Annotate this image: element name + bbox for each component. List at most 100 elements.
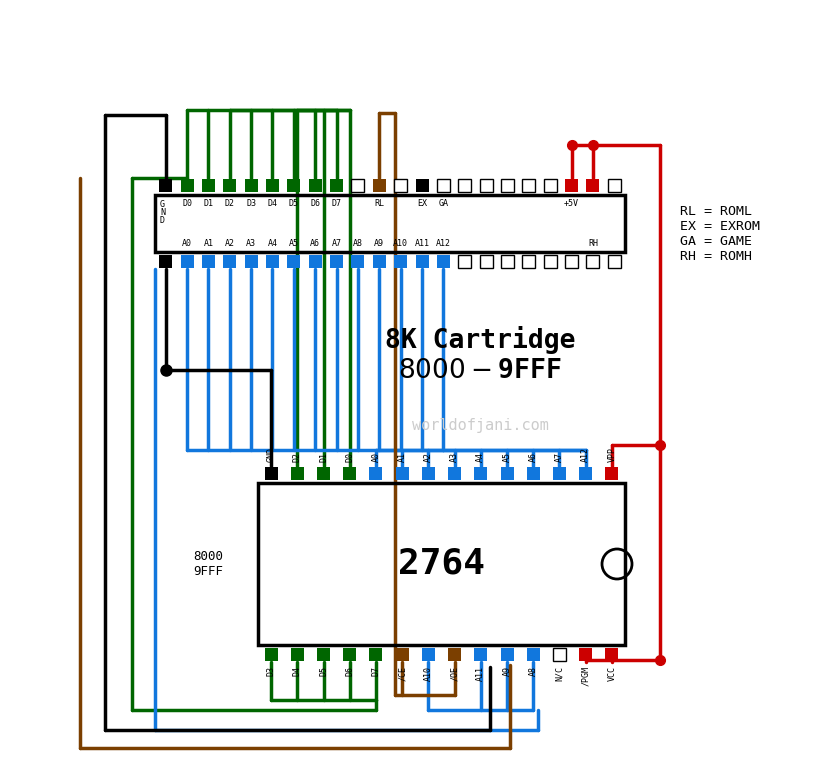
Bar [527,467,540,480]
Bar [608,255,620,268]
Bar [373,255,386,268]
Bar [501,179,514,192]
Bar [458,179,471,192]
Bar [258,483,625,645]
Bar [202,179,215,192]
Text: A10: A10 [393,239,408,248]
Bar [579,648,592,661]
Text: /PGM: /PGM [581,666,590,686]
Bar [266,255,279,268]
Bar [264,467,278,480]
Bar [475,467,487,480]
Text: RL = ROML
EX = EXROM
GA = GAME
RH = ROMH: RL = ROML EX = EXROM GA = GAME RH = ROMH [680,205,760,263]
Bar [448,467,461,480]
Text: A6: A6 [529,452,538,462]
Text: A9: A9 [503,666,511,676]
Text: N/C: N/C [555,666,564,681]
Text: G
N
D: G N D [160,200,165,225]
Text: D5: D5 [289,199,299,208]
Text: A3: A3 [450,452,459,462]
Bar [501,255,514,268]
Text: A6: A6 [310,239,320,248]
Bar [264,648,278,661]
Text: D2: D2 [225,199,235,208]
Text: EX: EX [417,199,427,208]
Bar [480,179,493,192]
Bar [553,467,566,480]
Bar [394,255,407,268]
Text: A9: A9 [374,239,384,248]
Text: A1: A1 [203,239,214,248]
Bar [369,648,383,661]
Bar [155,195,625,252]
Bar [180,179,193,192]
Bar [317,648,330,661]
Text: A7: A7 [332,239,342,248]
Text: D5: D5 [319,666,328,676]
Text: D0: D0 [182,199,192,208]
Bar [586,255,600,268]
Text: A10: A10 [424,666,433,681]
Bar [394,179,407,192]
Text: RL: RL [374,199,384,208]
Text: D1: D1 [203,199,214,208]
Text: D1: D1 [319,452,328,462]
Bar [244,255,258,268]
Text: A8: A8 [529,666,538,676]
Bar [422,648,435,661]
Bar [522,255,535,268]
Bar [586,179,600,192]
Bar [437,179,450,192]
Bar [415,179,429,192]
Text: A1: A1 [398,452,407,462]
Bar [344,467,356,480]
Text: GND: GND [267,447,275,462]
Text: A11: A11 [414,239,430,248]
Bar [369,467,383,480]
Text: 8K Cartridge
$8000-$9FFF: 8K Cartridge $8000-$9FFF [384,326,575,384]
Bar [527,648,540,661]
Text: A0: A0 [182,239,192,248]
Text: A4: A4 [268,239,278,248]
Bar [395,648,409,661]
Bar [500,467,514,480]
Bar [415,255,429,268]
Bar [180,255,193,268]
Text: A11: A11 [476,666,485,681]
Bar [244,179,258,192]
Bar [605,648,618,661]
Text: A2: A2 [424,452,433,462]
Bar [553,648,566,661]
Text: D0: D0 [345,452,354,462]
Text: A3: A3 [246,239,256,248]
Bar [224,255,236,268]
Text: /CE: /CE [398,666,407,681]
Bar [480,255,493,268]
Bar [202,255,215,268]
Bar [291,467,304,480]
Text: VCC: VCC [607,666,616,681]
Bar [422,467,435,480]
Bar [500,648,514,661]
Bar [309,255,322,268]
Text: 2764: 2764 [398,547,485,581]
Bar [608,179,620,192]
Bar [351,255,364,268]
Bar [266,179,279,192]
Text: D4: D4 [293,666,302,676]
Text: A12: A12 [436,239,451,248]
Text: D6: D6 [345,666,354,676]
Text: A2: A2 [225,239,235,248]
Bar [373,179,386,192]
Bar [224,179,236,192]
Text: 8000
9FFF: 8000 9FFF [193,550,223,578]
Bar [544,179,557,192]
Text: A12: A12 [581,447,590,462]
Bar [330,179,343,192]
Bar [351,179,364,192]
Bar [309,179,322,192]
Text: A4: A4 [476,452,485,462]
Text: A5: A5 [503,452,511,462]
Bar [458,255,471,268]
Text: D4: D4 [268,199,278,208]
